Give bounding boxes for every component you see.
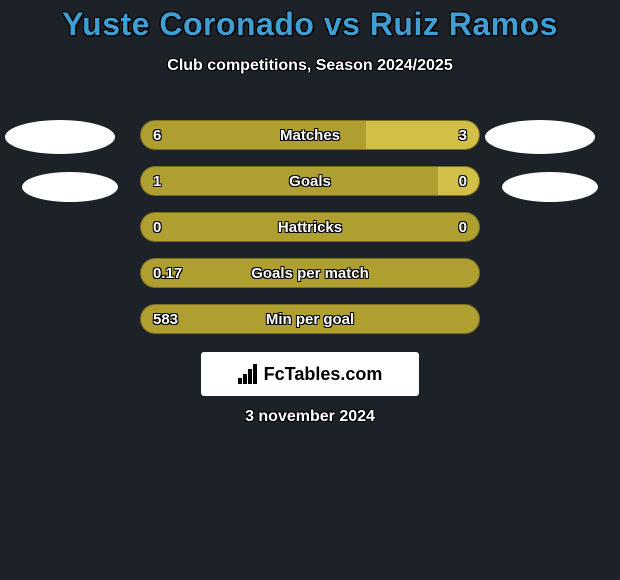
- stat-bar: Min per goal 583: [140, 304, 480, 334]
- stat-metric-label: Goals: [289, 167, 331, 196]
- bars-icon: [238, 364, 260, 384]
- brand-com: .com: [340, 364, 382, 384]
- brand-badge: FcTables.com: [201, 352, 419, 396]
- stat-value-right: 0: [459, 213, 467, 242]
- stat-metric-label: Matches: [280, 121, 340, 150]
- date-label: 3 november 2024: [0, 408, 620, 426]
- stat-value-right: 3: [459, 121, 467, 150]
- stat-row: Hattricks 0 0: [0, 212, 620, 242]
- player1-name: Yuste Coronado: [62, 6, 314, 42]
- brand-tables: Tables: [285, 364, 341, 384]
- brand-fc: Fc: [264, 364, 285, 384]
- comparison-chart: Matches 6 3 Goals 1 0 Hattricks 0 0 Goals per mat…: [0, 120, 620, 350]
- stat-bar: Matches 6 3: [140, 120, 480, 150]
- stat-metric-label: Hattricks: [278, 213, 342, 242]
- stat-row: Goals per match 0.17: [0, 258, 620, 288]
- stat-metric-label: Min per goal: [266, 305, 354, 334]
- stat-bar: Goals 1 0: [140, 166, 480, 196]
- stat-value-left: 0: [153, 213, 161, 242]
- stat-value-left: 583: [153, 305, 178, 334]
- stat-value-left: 6: [153, 121, 161, 150]
- stat-row: Min per goal 583: [0, 304, 620, 334]
- stat-value-left: 1: [153, 167, 161, 196]
- brand-text: FcTables.com: [264, 364, 383, 385]
- decorative-ellipse: [5, 120, 115, 154]
- stat-bar: Goals per match 0.17: [140, 258, 480, 288]
- stat-value-left: 0.17: [153, 259, 182, 288]
- stat-bar: Hattricks 0 0: [140, 212, 480, 242]
- infographic-container: Yuste Coronado vs Ruiz Ramos Club compet…: [0, 0, 620, 580]
- stat-metric-label: Goals per match: [251, 259, 369, 288]
- brand-inner: FcTables.com: [238, 364, 383, 385]
- subtitle: Club competitions, Season 2024/2025: [0, 57, 620, 75]
- vs-text: vs: [324, 6, 361, 42]
- player2-name: Ruiz Ramos: [370, 6, 558, 42]
- page-title: Yuste Coronado vs Ruiz Ramos: [0, 0, 620, 43]
- decorative-ellipse: [485, 120, 595, 154]
- decorative-ellipse: [22, 172, 118, 202]
- decorative-ellipse: [502, 172, 598, 202]
- stat-value-right: 0: [459, 167, 467, 196]
